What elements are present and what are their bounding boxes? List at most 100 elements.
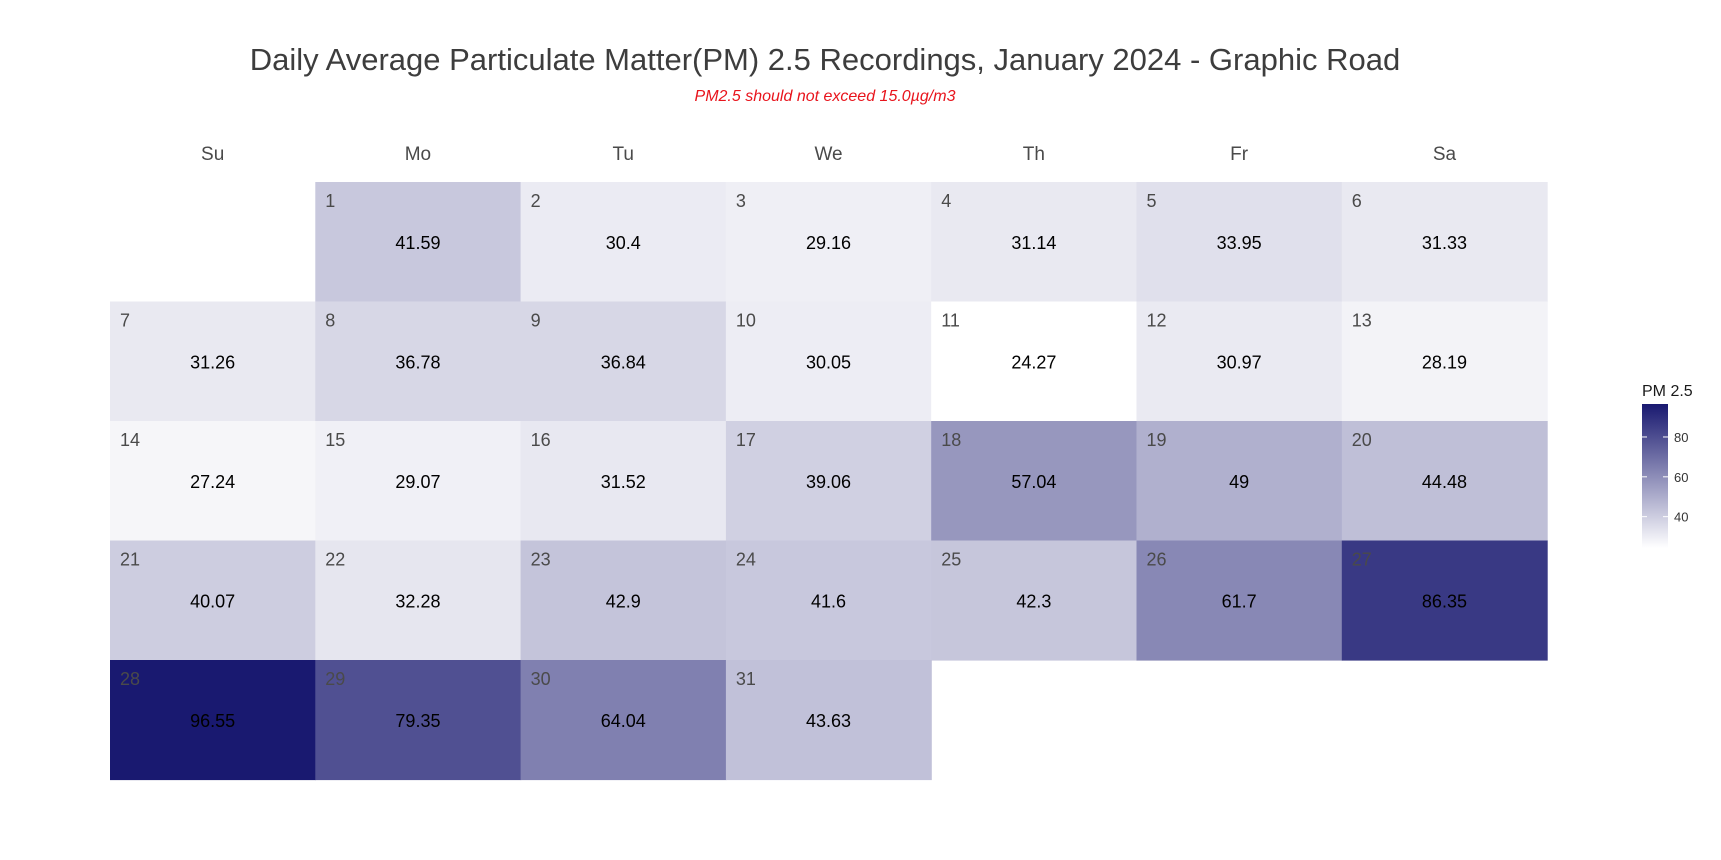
weekday-label: Sa bbox=[1433, 144, 1457, 165]
day-number: 25 bbox=[941, 550, 961, 570]
day-number: 16 bbox=[531, 430, 551, 450]
day-tile bbox=[110, 660, 316, 781]
legend-tick-label: 60 bbox=[1674, 470, 1688, 485]
weekday-header: Su Mo Tu We Th Fr Sa bbox=[201, 144, 1456, 165]
pm25-value-label: 42.3 bbox=[1016, 592, 1051, 612]
day-cell: 14 27.24 bbox=[110, 421, 316, 542]
pm25-value-label: 41.59 bbox=[395, 233, 440, 253]
day-number: 21 bbox=[120, 550, 140, 570]
day-tile bbox=[520, 182, 727, 303]
day-tile bbox=[520, 421, 727, 542]
day-cell: 10 30.05 bbox=[725, 301, 932, 422]
day-cell: 936.84 bbox=[520, 301, 727, 422]
day-cell: 329.16 bbox=[725, 182, 932, 303]
legend-tick-label: 80 bbox=[1674, 430, 1688, 445]
pm25-value-label: 24.27 bbox=[1011, 353, 1056, 373]
day-tile bbox=[1136, 182, 1343, 303]
legend-colorbar bbox=[1642, 404, 1668, 548]
day-tile bbox=[315, 660, 522, 781]
day-tile bbox=[1136, 421, 1343, 542]
day-tile bbox=[725, 301, 932, 422]
day-cell: 21 40.07 bbox=[110, 540, 316, 661]
pm25-value-label: 32.28 bbox=[395, 592, 440, 612]
day-cell: 16 31.52 bbox=[520, 421, 727, 542]
pm25-value-label: 57.04 bbox=[1011, 472, 1056, 492]
day-tile bbox=[110, 540, 316, 661]
day-number: 1 bbox=[325, 191, 335, 211]
pm25-value-label: 31.33 bbox=[1422, 233, 1467, 253]
day-number: 23 bbox=[531, 550, 551, 570]
day-tile bbox=[931, 301, 1138, 422]
day-number: 7 bbox=[120, 311, 130, 331]
day-cell: 13 28.19 bbox=[1341, 301, 1548, 422]
day-number: 6 bbox=[1352, 191, 1362, 211]
legend-title: PM 2.5 bbox=[1642, 383, 1693, 400]
day-cell: 836.78 bbox=[315, 301, 522, 422]
day-tile bbox=[1341, 421, 1548, 542]
day-number: 18 bbox=[941, 430, 961, 450]
day-tile bbox=[315, 421, 522, 542]
chart-subtitle: PM2.5 should not exceed 15.0µg/m3 bbox=[694, 88, 956, 105]
pm25-value-label: 28.19 bbox=[1422, 353, 1467, 373]
day-cell: 29 79.35 bbox=[315, 660, 522, 781]
weekday-label: Fr bbox=[1230, 144, 1249, 165]
day-number: 28 bbox=[120, 669, 140, 689]
day-tile bbox=[931, 182, 1138, 303]
chart-title: Daily Average Particulate Matter(PM) 2.5… bbox=[249, 42, 1401, 77]
day-number: 15 bbox=[325, 430, 345, 450]
day-number: 10 bbox=[736, 311, 756, 331]
day-number: 27 bbox=[1352, 550, 1372, 570]
day-tile bbox=[110, 421, 316, 542]
weekday-label: We bbox=[814, 144, 842, 165]
pm25-value-label: 27.24 bbox=[190, 472, 235, 492]
pm25-value-label: 96.55 bbox=[190, 711, 235, 731]
day-tile bbox=[725, 182, 932, 303]
color-legend: PM 2.5 40 60 80 bbox=[1642, 383, 1693, 548]
pm25-value-label: 36.78 bbox=[395, 353, 440, 373]
day-cell: 30 64.04 bbox=[520, 660, 727, 781]
day-cell: 533.95 bbox=[1136, 182, 1343, 303]
day-number: 14 bbox=[120, 430, 140, 450]
day-cell: 731.26 bbox=[110, 301, 316, 422]
weekday-label: Tu bbox=[613, 144, 634, 165]
day-tile bbox=[931, 540, 1138, 661]
day-tile bbox=[931, 421, 1138, 542]
day-cell: 31 43.63 bbox=[725, 660, 932, 781]
pm25-value-label: 79.35 bbox=[395, 711, 440, 731]
day-cell: 24 41.6 bbox=[725, 540, 932, 661]
pm25-value-label: 40.07 bbox=[190, 592, 235, 612]
day-number: 17 bbox=[736, 430, 756, 450]
day-tile bbox=[1341, 540, 1548, 661]
day-tile bbox=[520, 301, 727, 422]
day-tile bbox=[315, 301, 522, 422]
day-number: 13 bbox=[1352, 311, 1372, 331]
day-cell: 11 24.27 bbox=[931, 301, 1138, 422]
day-cell: 17 39.06 bbox=[725, 421, 932, 542]
day-cell: 15 29.07 bbox=[315, 421, 522, 542]
day-tile bbox=[520, 540, 727, 661]
day-cell: 23 42.9 bbox=[520, 540, 727, 661]
day-number: 5 bbox=[1147, 191, 1157, 211]
pm25-value-label: 36.84 bbox=[601, 353, 646, 373]
day-number: 20 bbox=[1352, 430, 1372, 450]
day-tile bbox=[1341, 182, 1548, 303]
pm25-value-label: 31.26 bbox=[190, 353, 235, 373]
pm25-value-label: 39.06 bbox=[806, 472, 851, 492]
day-tile bbox=[725, 540, 932, 661]
legend-tick-label: 40 bbox=[1674, 510, 1688, 525]
day-cell: 141.59 bbox=[315, 182, 522, 303]
day-cell: 27 86.35 bbox=[1341, 540, 1548, 661]
day-cell: 12 30.97 bbox=[1136, 301, 1343, 422]
pm25-value-label: 44.48 bbox=[1422, 472, 1467, 492]
pm25-value-label: 31.52 bbox=[601, 472, 646, 492]
day-cell: 22 32.28 bbox=[315, 540, 522, 661]
day-cell: 230.4 bbox=[520, 182, 727, 303]
day-tile bbox=[1136, 540, 1343, 661]
weekday-label: Mo bbox=[405, 144, 431, 165]
day-number: 19 bbox=[1147, 430, 1167, 450]
pm25-value-label: 42.9 bbox=[606, 592, 641, 612]
pm25-value-label: 49 bbox=[1229, 472, 1249, 492]
calendar-grid: 141.59230.4329.16431.14533.95631.33731.2… bbox=[110, 182, 1548, 781]
